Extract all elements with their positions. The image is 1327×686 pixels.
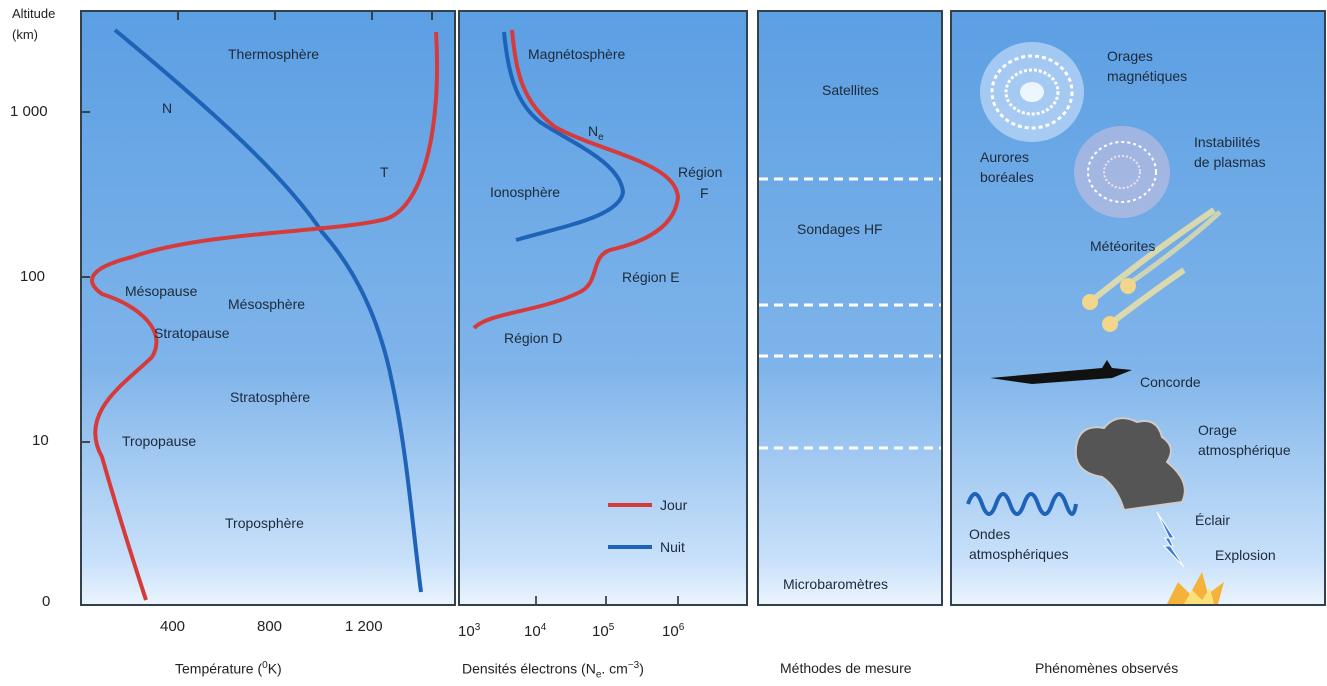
label-sondages-hf: Sondages HF: [797, 221, 883, 237]
legend-nuit: Nuit: [660, 539, 685, 555]
y-tick-100: 100: [20, 268, 46, 285]
label-ne: Ne: [588, 123, 604, 143]
x-tick-1200: 1 200: [345, 618, 383, 635]
label-region-e: Région E: [622, 269, 680, 285]
y-axis-unit: (km): [12, 27, 38, 42]
plasma-instability-icon: [1074, 126, 1170, 218]
meteorite-icon: [1082, 207, 1222, 332]
methods-axis-title: Méthodes de mesure: [780, 660, 912, 676]
label-mesosphere: Mésosphère: [228, 296, 306, 312]
label-orages-1: Orages: [1107, 48, 1153, 64]
label-orage-2: atmosphérique: [1198, 442, 1291, 458]
label-troposphere: Troposphère: [225, 515, 304, 531]
x-tick-10e5: 105: [592, 622, 615, 640]
x-tick-800: 800: [257, 618, 283, 635]
label-ondes-2: atmosphériques: [969, 546, 1069, 562]
methods-dividers: [759, 177, 941, 450]
label-magnetosphere: Magnétosphère: [528, 46, 626, 62]
x-tick-10e6: 106: [662, 622, 685, 640]
label-region-f-1: Région: [678, 164, 723, 180]
methods-panel: Satellites Sondages HF Microbaromètres: [757, 10, 943, 606]
electron-density-plot: [472, 29, 681, 604]
day-curve: [472, 29, 681, 330]
y-axis-title: Altitude: [12, 6, 56, 21]
density-curve-n: [113, 28, 423, 593]
label-region-f-2: F: [700, 185, 709, 201]
atmospheric-waves-icon: [966, 492, 1078, 516]
phenomena-panel: Orages magnétiques Instabilités de plasm…: [950, 10, 1326, 606]
label-satellites: Satellites: [822, 82, 879, 98]
y-tick-1000: 1 000: [10, 103, 48, 120]
x-tick-10e4: 104: [524, 622, 547, 640]
label-orages-2: magnétiques: [1107, 68, 1188, 84]
electron-density-axis-title: Densités électrons (Ne. cm−3): [462, 660, 644, 681]
label-tropopause: Tropopause: [122, 433, 197, 449]
label-n: N: [162, 100, 173, 116]
label-region-d: Région D: [504, 330, 563, 346]
concorde-icon: [990, 360, 1132, 384]
temperature-axis-title: Température (0K): [175, 660, 282, 677]
label-aurores-2: boréales: [980, 169, 1034, 185]
legend-jour: Jour: [660, 497, 688, 513]
label-stratopause: Stratopause: [154, 325, 230, 341]
lightning-icon: [1156, 511, 1185, 568]
label-meteorites: Météorites: [1090, 238, 1156, 254]
label-eclair: Éclair: [1195, 512, 1231, 528]
y-tick-10: 10: [32, 432, 49, 449]
magnetic-storm-icon: [980, 42, 1084, 142]
label-microbarometres: Microbaromètres: [783, 576, 889, 592]
label-explosion: Explosion: [1215, 547, 1276, 563]
temperature-curve-t: [90, 31, 440, 601]
label-t: T: [380, 164, 389, 180]
label-instab-1: Instabilités: [1194, 134, 1261, 150]
x-tick-400: 400: [160, 618, 186, 635]
temperature-panel: Thermosphère N T Mésopause Mésosphère St…: [80, 10, 456, 606]
x-tick-10e3: 103: [458, 622, 481, 640]
label-ionosphere: Ionosphère: [490, 184, 561, 200]
storm-cloud-icon: [1074, 417, 1186, 512]
label-thermosphere: Thermosphère: [228, 46, 320, 62]
electron-density-panel: Magnétosphère Ne Ionosphère Région F Rég…: [458, 10, 748, 606]
label-ondes-1: Ondes: [969, 526, 1011, 542]
label-stratosphere: Stratosphère: [230, 389, 311, 405]
y-tick-0: 0: [42, 593, 51, 610]
night-curve: [502, 31, 626, 242]
explosion-icon: [1167, 572, 1224, 604]
phenomena-illustrations: [966, 42, 1224, 604]
label-aurores-1: Aurores: [980, 149, 1030, 165]
panel1-ticks: [82, 12, 433, 443]
phenomena-axis-title: Phénomènes observés: [1035, 660, 1179, 676]
label-mesopause: Mésopause: [125, 283, 198, 299]
panel2-ticks: [535, 596, 679, 604]
label-concorde: Concorde: [1140, 374, 1201, 390]
label-instab-2: de plasmas: [1194, 154, 1266, 170]
label-orage-1: Orage: [1198, 422, 1237, 438]
temperature-plot: [82, 12, 440, 601]
